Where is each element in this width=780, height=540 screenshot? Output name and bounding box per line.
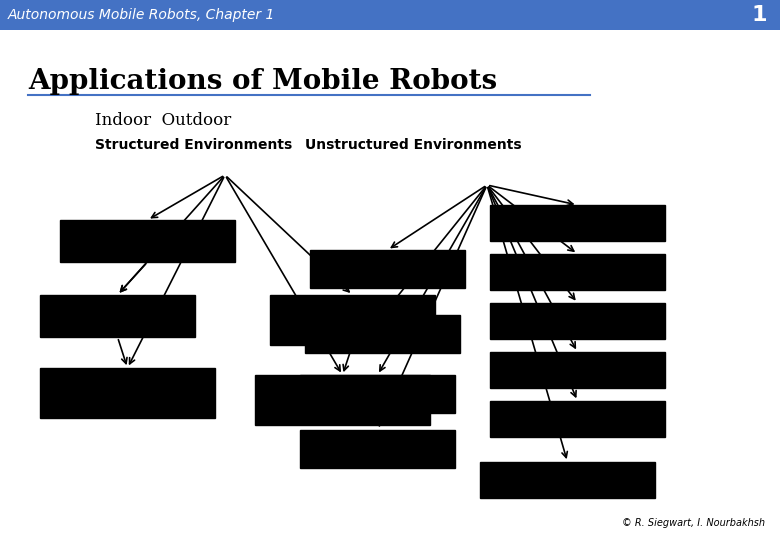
Bar [40, 368, 215, 418]
Bar [0, 0, 780, 30]
Text: © R. Siegwart, I. Nourbakhsh: © R. Siegwart, I. Nourbakhsh [622, 518, 765, 528]
Text: Unstructured Environments: Unstructured Environments [305, 138, 522, 152]
Bar [255, 375, 430, 425]
Text: Indoor  Outdoor: Indoor Outdoor [95, 112, 231, 129]
Bar [490, 303, 665, 339]
Bar [310, 250, 465, 288]
Text: 1: 1 [751, 5, 767, 25]
Bar [490, 352, 665, 388]
Bar [490, 254, 665, 290]
Bar [738, 0, 780, 30]
Bar [305, 315, 460, 353]
Bar [60, 220, 235, 262]
Text: Applications of Mobile Robots: Applications of Mobile Robots [28, 68, 497, 95]
Bar [40, 295, 195, 337]
Bar [300, 375, 455, 413]
Bar [300, 430, 455, 468]
Bar [270, 295, 435, 345]
Bar [480, 462, 655, 498]
Bar [490, 401, 665, 437]
Text: Autonomous Mobile Robots, Chapter 1: Autonomous Mobile Robots, Chapter 1 [8, 8, 275, 22]
Text: Structured Environments: Structured Environments [95, 138, 292, 152]
Bar [490, 205, 665, 241]
